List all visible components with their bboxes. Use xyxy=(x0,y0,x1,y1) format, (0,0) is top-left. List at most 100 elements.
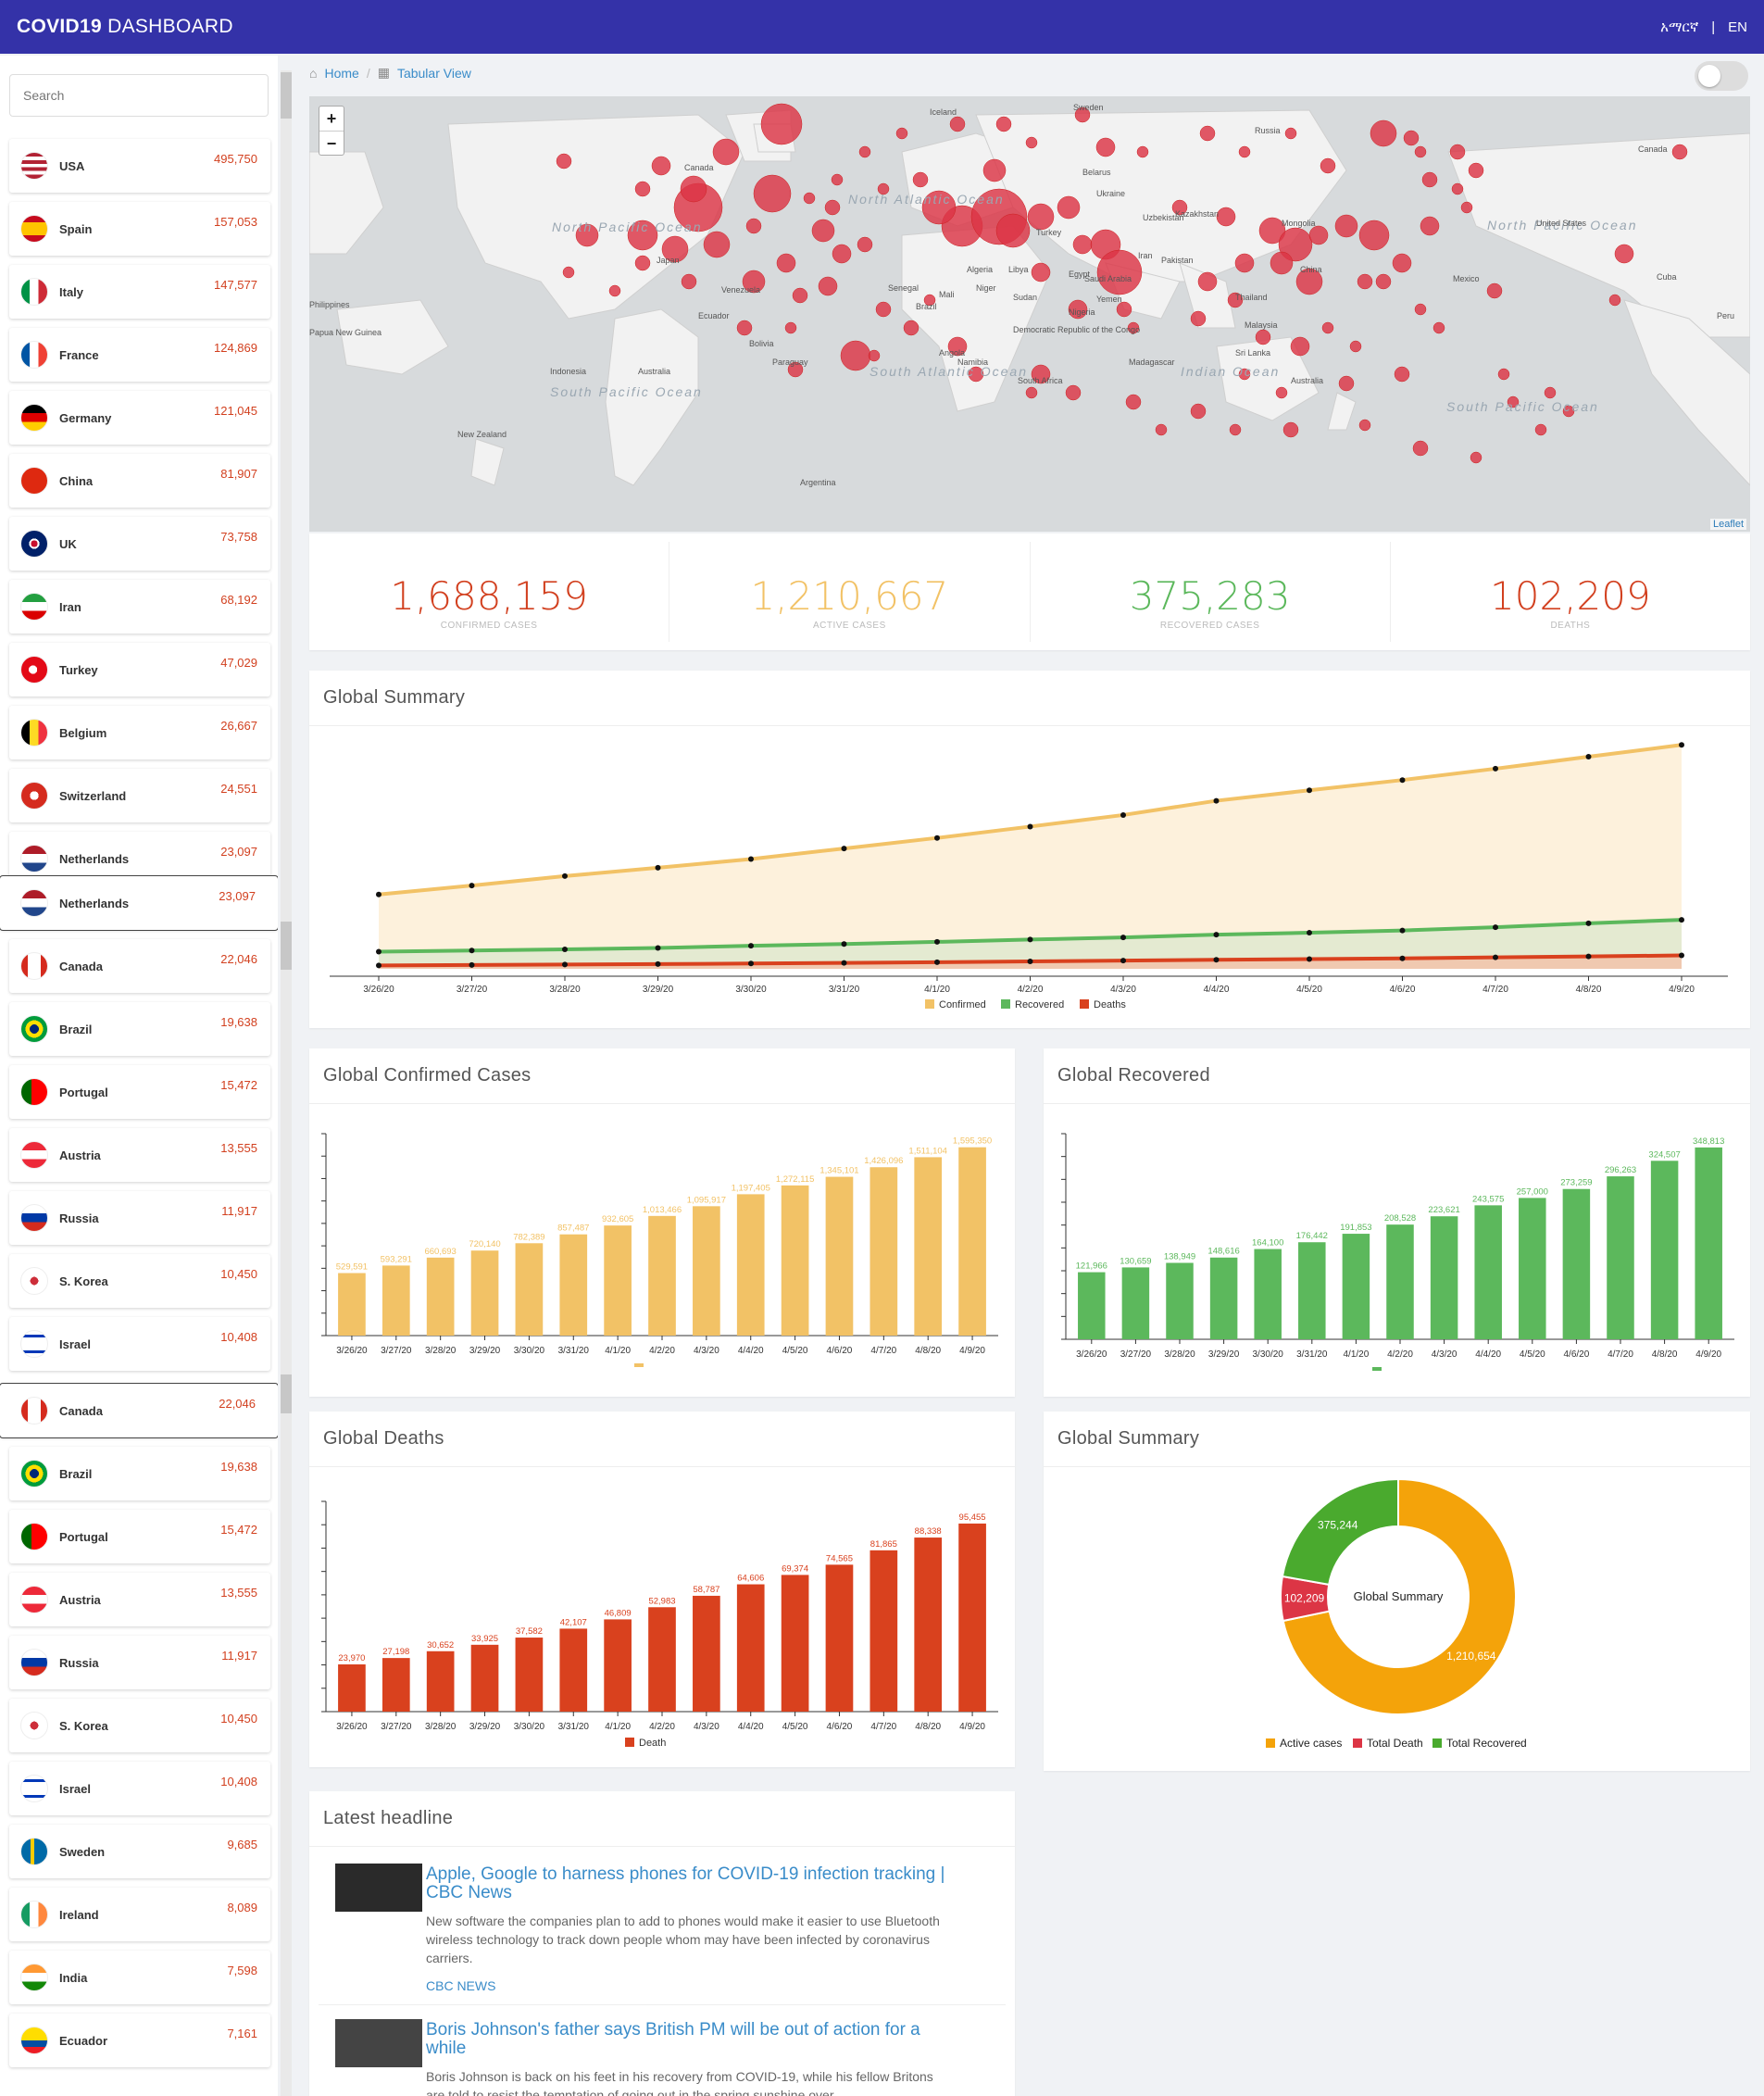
bar xyxy=(338,1273,366,1336)
country-item[interactable]: Israel 10,408 xyxy=(9,1762,270,1815)
sidebar-scroll-thumb[interactable] xyxy=(281,72,292,119)
russia-flag-icon xyxy=(20,1649,48,1676)
case-marker xyxy=(1171,199,1188,216)
news-title-link[interactable]: Boris Johnson's father says British PM w… xyxy=(426,2020,920,2058)
zoom-in-button[interactable]: + xyxy=(326,109,337,128)
bar-value-label: 1,595,350 xyxy=(953,1136,992,1147)
country-item[interactable]: Russia 11,917 xyxy=(9,1636,270,1689)
country-item[interactable]: Portugal 15,472 xyxy=(9,1510,270,1563)
country-item[interactable]: USA 495,750 xyxy=(9,139,270,193)
country-item[interactable]: S. Korea 10,450 xyxy=(9,1699,270,1752)
country-item[interactable]: Austria 13,555 xyxy=(9,1128,270,1182)
bar xyxy=(426,1257,455,1336)
case-marker xyxy=(831,173,844,186)
sidebar-scrollbar[interactable] xyxy=(281,70,292,862)
country-item[interactable]: Brazil 19,638 xyxy=(9,1002,270,1056)
bar xyxy=(1386,1224,1414,1339)
country-case-count: 11,917 xyxy=(221,1649,257,1663)
case-marker xyxy=(1116,301,1132,318)
country-item[interactable]: Germany 121,045 xyxy=(9,391,270,445)
map-canvas[interactable]: North Pacific Ocean North Atlantic Ocean S… xyxy=(309,96,1750,532)
country-item[interactable]: Portugal 15,472 xyxy=(9,1065,270,1119)
country-name: Canada xyxy=(59,959,103,973)
country-item[interactable]: S. Korea 10,450 xyxy=(9,1254,270,1308)
breadcrumb-tabular-link[interactable]: Tabular View xyxy=(396,65,471,81)
country-item[interactable]: Canada 22,046 xyxy=(0,1383,278,1438)
legend-label: Recovered xyxy=(1015,999,1064,1010)
country-item[interactable]: Iran 68,192 xyxy=(9,580,270,634)
data-point xyxy=(1679,952,1684,959)
map-label: Indian Ocean xyxy=(1181,364,1280,379)
country-case-count: 19,638 xyxy=(220,1460,257,1474)
country-name: Iran xyxy=(59,599,81,614)
stat-block: 1,210,667 ACTIVE CASES xyxy=(669,542,1031,642)
country-case-count: 15,472 xyxy=(220,1078,257,1092)
map-attribution[interactable]: Leaflet xyxy=(1709,519,1746,530)
netherlands-flag-icon xyxy=(20,889,48,917)
data-point xyxy=(841,941,847,948)
country-name: Austria xyxy=(59,1592,101,1607)
bar-value-label: 138,949 xyxy=(1164,1251,1195,1261)
slice-value-label: 1,210,654 xyxy=(1446,1650,1496,1663)
country-item[interactable]: Russia 11,917 xyxy=(9,1191,270,1245)
country-item[interactable]: Switzerland 24,551 xyxy=(9,769,270,822)
country-item[interactable]: India 7,598 xyxy=(9,1951,270,2004)
x-tick-label: 4/9/20 xyxy=(959,1722,985,1732)
country-item[interactable]: France 124,869 xyxy=(9,328,270,382)
sidebar-scroll-thumb-3[interactable] xyxy=(281,1374,292,1413)
x-tick-label: 3/29/20 xyxy=(1208,1349,1240,1360)
map-label: Sri Lanka xyxy=(1235,348,1270,358)
case-marker xyxy=(681,273,697,290)
x-tick-label: 4/8/20 xyxy=(1652,1349,1678,1360)
case-marker xyxy=(1290,336,1310,357)
card-title: Latest headline xyxy=(323,1808,454,1828)
world-map[interactable]: North Pacific Ocean North Atlantic Ocean S… xyxy=(309,96,1750,532)
sidebar-scrollbar-lower[interactable] xyxy=(281,861,292,2096)
search-input[interactable] xyxy=(9,74,269,117)
stat-label: ACTIVE CASES xyxy=(812,621,886,631)
country-item[interactable]: Brazil 19,638 xyxy=(9,1447,270,1500)
country-item[interactable]: Spain 157,053 xyxy=(9,202,270,256)
bar xyxy=(781,1185,809,1336)
data-point xyxy=(934,959,940,965)
lang-amharic-link[interactable]: አማርኛ xyxy=(1660,19,1699,35)
country-item[interactable]: Belgium 26,667 xyxy=(9,706,270,759)
country-item[interactable]: Israel 10,408 xyxy=(9,1317,270,1371)
legend-swatch xyxy=(625,1738,634,1747)
news-thumbnail[interactable] xyxy=(335,1864,422,1912)
landmass-shape xyxy=(1623,299,1750,486)
country-case-count: 157,053 xyxy=(214,215,257,229)
landmass-shape xyxy=(309,151,384,255)
lang-english-link[interactable]: EN xyxy=(1728,19,1747,35)
case-marker xyxy=(1358,419,1371,432)
news-title-link[interactable]: Apple, Google to harness phones for COVI… xyxy=(426,1864,945,1902)
country-item[interactable]: Turkey 47,029 xyxy=(9,643,270,697)
data-point xyxy=(748,943,754,949)
landmass-shape xyxy=(1447,132,1750,338)
bar-value-label: 243,575 xyxy=(1472,1194,1504,1204)
zoom-out-button[interactable]: − xyxy=(319,131,344,155)
country-case-count: 73,758 xyxy=(220,530,257,544)
country-item[interactable]: UK 73,758 xyxy=(9,517,270,571)
map-label: Algeria xyxy=(967,265,993,274)
country-item[interactable]: Netherlands 23,097 xyxy=(0,875,278,931)
country-item[interactable]: Ecuador 7,161 xyxy=(9,2014,270,2067)
country-item[interactable]: China 81,907 xyxy=(9,454,270,508)
breadcrumb-home-link[interactable]: Home xyxy=(324,65,359,81)
country-item[interactable]: Austria 13,555 xyxy=(9,1573,270,1626)
news-thumbnail[interactable] xyxy=(335,2019,422,2067)
country-item[interactable]: Italy 147,577 xyxy=(9,265,270,319)
country-item[interactable]: Canada 22,046 xyxy=(9,939,270,993)
uk-flag-icon xyxy=(20,530,48,558)
bar xyxy=(604,1225,632,1336)
brand-title[interactable]: COVID19 DASHBOARD xyxy=(17,16,233,37)
country-item[interactable]: Sweden 9,685 xyxy=(9,1825,270,1878)
country-case-count: 10,408 xyxy=(220,1775,257,1789)
bar xyxy=(1562,1188,1591,1339)
theme-toggle[interactable] xyxy=(1695,61,1748,91)
news-source-link[interactable]: CBC NEWS xyxy=(426,1978,496,1993)
country-case-count: 23,097 xyxy=(220,845,257,859)
country-item[interactable]: Ireland 8,089 xyxy=(9,1888,270,1941)
country-name: Spain xyxy=(59,221,93,236)
sidebar-scroll-thumb-2[interactable] xyxy=(281,922,292,970)
